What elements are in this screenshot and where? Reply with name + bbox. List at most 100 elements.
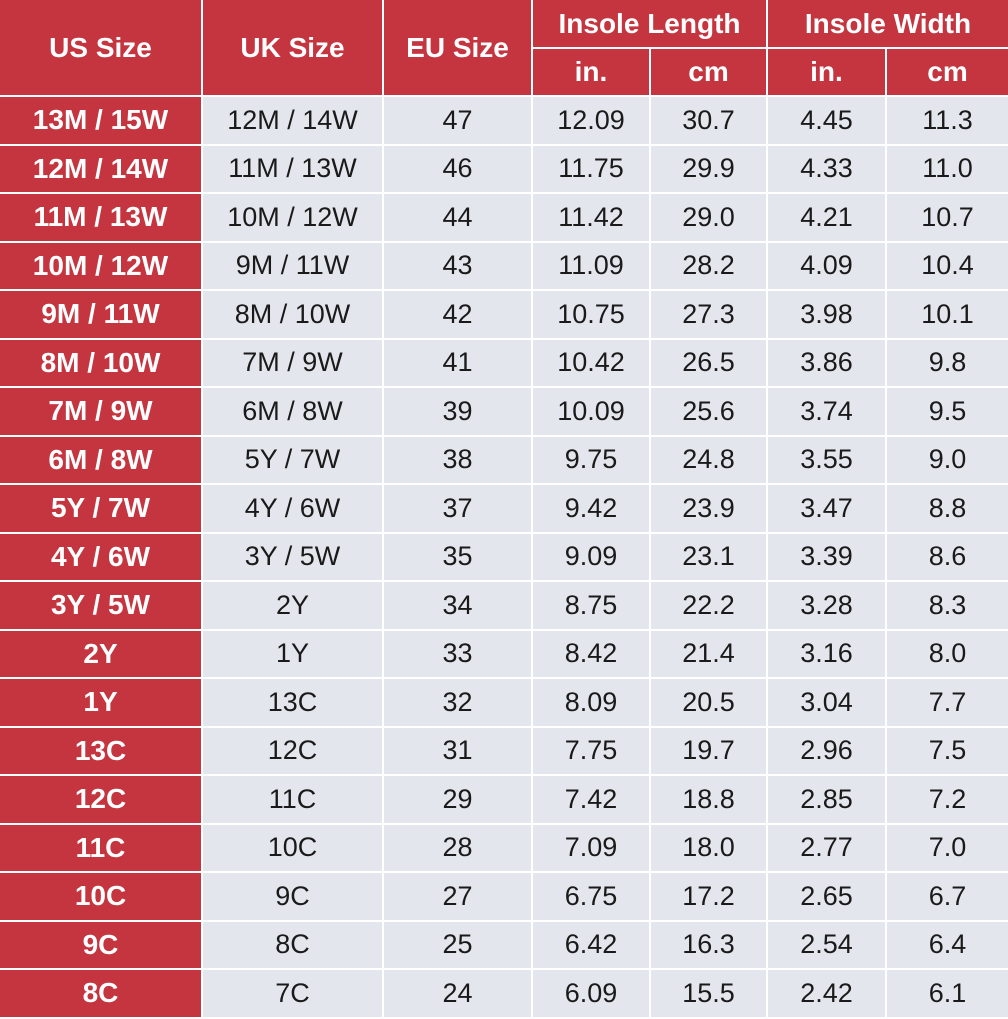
table-row: 8M / 10W 7M / 9W 41 10.42 26.5 3.86 9.8 (0, 339, 1008, 388)
uk-size-cell: 8C (203, 921, 384, 970)
insole-length-cm-cell: 25.6 (651, 388, 768, 437)
eu-size-cell: 32 (384, 679, 533, 728)
insole-width-in-cell: 3.39 (768, 533, 887, 582)
us-size-cell: 7M / 9W (0, 388, 203, 437)
table-row: 12M / 14W 11M / 13W 46 11.75 29.9 4.33 11.0 (0, 145, 1008, 194)
insole-width-in-cell: 4.21 (768, 194, 887, 243)
us-size-cell: 9C (0, 921, 203, 970)
header-insole-length: Insole Length (533, 0, 768, 49)
insole-width-in-cell: 3.98 (768, 291, 887, 340)
us-size-cell: 9M / 11W (0, 291, 203, 340)
insole-width-cm-cell: 8.3 (887, 582, 1008, 631)
insole-width-in-cell: 3.86 (768, 339, 887, 388)
eu-size-cell: 33 (384, 630, 533, 679)
insole-width-cm-cell: 11.0 (887, 145, 1008, 194)
table-body: 13M / 15W 12M / 14W 47 12.09 30.7 4.45 11.3 12M… (0, 97, 1008, 1019)
eu-size-cell: 27 (384, 873, 533, 922)
insole-length-cm-cell: 29.9 (651, 145, 768, 194)
insole-width-cm-cell: 7.0 (887, 824, 1008, 873)
eu-size-cell: 43 (384, 242, 533, 291)
uk-size-cell: 2Y (203, 582, 384, 631)
header-eu-size: EU Size (384, 0, 533, 97)
eu-size-cell: 24 (384, 970, 533, 1019)
us-size-cell: 12M / 14W (0, 145, 203, 194)
eu-size-cell: 44 (384, 194, 533, 243)
insole-length-in-cell: 9.09 (533, 533, 651, 582)
uk-size-cell: 7M / 9W (203, 339, 384, 388)
eu-size-cell: 29 (384, 776, 533, 825)
eu-size-cell: 35 (384, 533, 533, 582)
table-row: 8C 7C 24 6.09 15.5 2.42 6.1 (0, 970, 1008, 1019)
table-row: 9C 8C 25 6.42 16.3 2.54 6.4 (0, 921, 1008, 970)
insole-length-in-cell: 10.09 (533, 388, 651, 437)
insole-length-in-cell: 9.42 (533, 485, 651, 534)
us-size-cell: 5Y / 7W (0, 485, 203, 534)
insole-width-in-cell: 3.47 (768, 485, 887, 534)
insole-width-cm-cell: 7.2 (887, 776, 1008, 825)
insole-width-cm-cell: 9.8 (887, 339, 1008, 388)
table-row: 4Y / 6W 3Y / 5W 35 9.09 23.1 3.39 8.6 (0, 533, 1008, 582)
us-size-cell: 10C (0, 873, 203, 922)
us-size-cell: 8M / 10W (0, 339, 203, 388)
eu-size-cell: 42 (384, 291, 533, 340)
eu-size-cell: 39 (384, 388, 533, 437)
insole-width-cm-cell: 9.5 (887, 388, 1008, 437)
insole-length-cm-cell: 17.2 (651, 873, 768, 922)
uk-size-cell: 4Y / 6W (203, 485, 384, 534)
eu-size-cell: 47 (384, 97, 533, 146)
insole-length-in-cell: 12.09 (533, 97, 651, 146)
insole-length-cm-cell: 24.8 (651, 436, 768, 485)
table-row: 11C 10C 28 7.09 18.0 2.77 7.0 (0, 824, 1008, 873)
table-row: 13C 12C 31 7.75 19.7 2.96 7.5 (0, 727, 1008, 776)
us-size-cell: 13C (0, 727, 203, 776)
table-row: 2Y 1Y 33 8.42 21.4 3.16 8.0 (0, 630, 1008, 679)
insole-length-cm-cell: 16.3 (651, 921, 768, 970)
header-uk-size: UK Size (203, 0, 384, 97)
insole-length-in-cell: 10.75 (533, 291, 651, 340)
eu-size-cell: 41 (384, 339, 533, 388)
insole-width-cm-cell: 10.7 (887, 194, 1008, 243)
uk-size-cell: 5Y / 7W (203, 436, 384, 485)
table-row: 9M / 11W 8M / 10W 42 10.75 27.3 3.98 10.1 (0, 291, 1008, 340)
table-row: 1Y 13C 32 8.09 20.5 3.04 7.7 (0, 679, 1008, 728)
header-row-units: in. cm in. cm (0, 49, 1008, 97)
us-size-cell: 13M / 15W (0, 97, 203, 146)
insole-width-cm-cell: 8.0 (887, 630, 1008, 679)
insole-width-in-cell: 4.09 (768, 242, 887, 291)
insole-length-in-cell: 8.42 (533, 630, 651, 679)
uk-size-cell: 10C (203, 824, 384, 873)
insole-length-in-cell: 11.42 (533, 194, 651, 243)
insole-length-cm-cell: 28.2 (651, 242, 768, 291)
insole-width-cm-cell: 7.7 (887, 679, 1008, 728)
insole-length-in-cell: 11.09 (533, 242, 651, 291)
eu-size-cell: 31 (384, 727, 533, 776)
uk-size-cell: 13C (203, 679, 384, 728)
eu-size-cell: 38 (384, 436, 533, 485)
uk-size-cell: 10M / 12W (203, 194, 384, 243)
insole-width-in-cell: 3.28 (768, 582, 887, 631)
us-size-cell: 8C (0, 970, 203, 1019)
header-us-size: US Size (0, 0, 203, 97)
insole-length-in-cell: 9.75 (533, 436, 651, 485)
insole-length-cm-cell: 21.4 (651, 630, 768, 679)
header-length-cm: cm (651, 49, 768, 97)
header-row-top: US Size UK Size EU Size Insole Length In… (0, 0, 1008, 97)
insole-width-cm-cell: 11.3 (887, 97, 1008, 146)
uk-size-cell: 1Y (203, 630, 384, 679)
insole-length-cm-cell: 22.2 (651, 582, 768, 631)
insole-width-in-cell: 3.55 (768, 436, 887, 485)
table-row: 7M / 9W 6M / 8W 39 10.09 25.6 3.74 9.5 (0, 388, 1008, 437)
uk-size-cell: 11C (203, 776, 384, 825)
insole-length-in-cell: 7.42 (533, 776, 651, 825)
table-header: US Size UK Size EU Size Insole Length In… (0, 0, 1008, 97)
us-size-cell: 3Y / 5W (0, 582, 203, 631)
eu-size-cell: 37 (384, 485, 533, 534)
insole-width-cm-cell: 9.0 (887, 436, 1008, 485)
insole-length-cm-cell: 19.7 (651, 727, 768, 776)
header-length-in: in. (533, 49, 651, 97)
insole-width-in-cell: 2.85 (768, 776, 887, 825)
header-width-in: in. (768, 49, 887, 97)
insole-width-in-cell: 3.74 (768, 388, 887, 437)
us-size-cell: 2Y (0, 630, 203, 679)
table-row: 5Y / 7W 4Y / 6W 37 9.42 23.9 3.47 8.8 (0, 485, 1008, 534)
